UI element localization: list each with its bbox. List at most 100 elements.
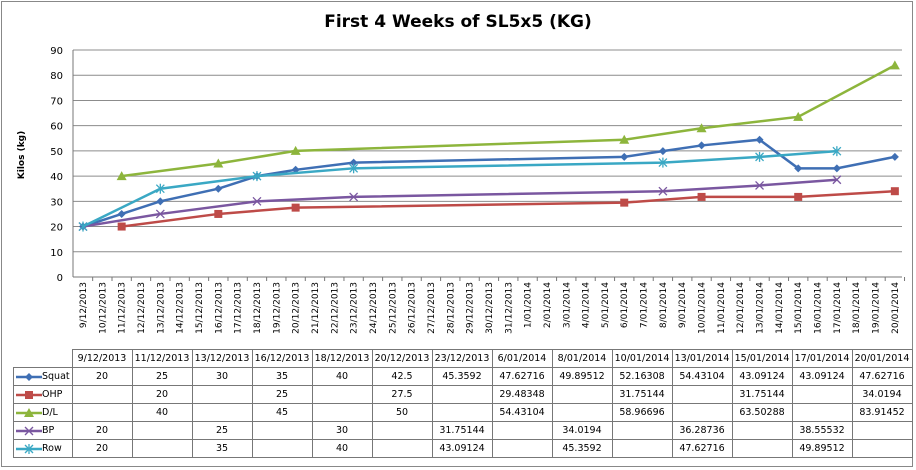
table-cell <box>431 385 493 404</box>
x-tick-label: 28/12/2013 <box>446 282 456 334</box>
table-row: D/L 40 45 50 54.43104 58.96696 63.50288 83.9145… <box>13 403 913 422</box>
plot-area: 0 10 20 30 40 50 60 70 80 90 9/12/2013 10/12/2013 11… <box>50 46 906 334</box>
table-cell: 49.89512 <box>791 439 853 458</box>
table-cell <box>791 385 853 404</box>
table-header-date: 20/12/2013 <box>371 349 433 368</box>
x-marker <box>24 426 34 435</box>
table-cell: 30 <box>311 421 373 440</box>
x-tick-label: 9/12/2013 <box>79 282 89 328</box>
table-cell: 27.5 <box>371 385 433 404</box>
star-marker <box>252 171 262 182</box>
legend-label: Squat <box>42 371 70 382</box>
table-cell: 50 <box>371 403 433 422</box>
table-cell: 31.75144 <box>431 421 493 440</box>
table-cell <box>191 403 253 422</box>
legend-entry: BP <box>13 421 73 440</box>
table-corner <box>14 350 73 368</box>
x-tick-label: 19/01/2014 <box>872 282 882 334</box>
table-cell <box>251 421 313 440</box>
diamond-marker <box>156 197 165 206</box>
diamond-marker <box>349 158 358 167</box>
x-tick-label: 20/12/2013 <box>292 282 302 334</box>
table-cell: 83.91452 <box>851 403 913 422</box>
table-cell <box>671 403 733 422</box>
x-tick-label: 1/01/2014 <box>524 282 534 328</box>
legend-entry: Squat <box>13 367 73 386</box>
y-tick-label: 20 <box>50 223 63 234</box>
star-marker <box>349 163 359 174</box>
legend-swatch-icon <box>16 407 42 417</box>
x-tick-label: 6/01/2014 <box>620 282 630 328</box>
marker-stroke <box>155 209 165 219</box>
x-tick-label: 13/12/2013 <box>156 282 166 334</box>
legend-entry: OHP <box>13 385 73 404</box>
triangle-marker <box>213 158 224 168</box>
table-cell: 40 <box>131 403 193 422</box>
table-cell: 25 <box>251 385 313 404</box>
x-tick-label: 14/01/2014 <box>775 282 785 334</box>
table-cell: 45 <box>251 403 313 422</box>
x-tick-label: 18/01/2014 <box>852 282 862 334</box>
table-cell: 42.5 <box>371 367 433 386</box>
table-cell: 47.62716 <box>851 367 913 386</box>
y-tick-label: 30 <box>50 197 63 208</box>
table-cell: 25 <box>191 421 253 440</box>
series-line <box>82 149 837 228</box>
x-tick-label: 29/12/2013 <box>466 282 476 334</box>
table-cell <box>851 439 913 458</box>
series-dl <box>116 60 900 181</box>
series-row <box>78 146 842 232</box>
table-cell: 29.48348 <box>491 385 553 404</box>
x-tick-label: 15/01/2014 <box>794 282 804 334</box>
table-row: OHP 20 25 27.5 29.48348 31.75144 31.75144 34.01… <box>13 385 913 404</box>
triangle-marker <box>889 60 900 70</box>
table-cell <box>611 421 673 440</box>
x-tick-label: 19/12/2013 <box>272 282 282 334</box>
star-marker <box>658 157 668 168</box>
x-tick-label: 10/01/2014 <box>698 282 708 334</box>
series-squat <box>79 135 899 231</box>
square-marker <box>890 187 899 196</box>
table-header-date: 11/12/2013 <box>131 349 193 368</box>
marker-stroke <box>832 175 842 185</box>
marker-stroke <box>755 181 765 190</box>
table-cell: 30 <box>191 367 253 386</box>
table-cell <box>131 421 193 440</box>
legend-label: BP <box>42 425 55 436</box>
legend-entry: D/L <box>13 403 73 422</box>
table-cell <box>311 403 373 422</box>
x-tick-label: 11/01/2014 <box>717 282 727 334</box>
table-header-date: 6/01/2014 <box>491 349 553 368</box>
table-cell: 25 <box>131 367 193 386</box>
x-tick-label: 27/12/2013 <box>427 282 437 334</box>
x-tick-label: 31/12/2013 <box>504 282 514 334</box>
table-cell <box>731 439 793 458</box>
x-tick-label: 16/01/2014 <box>814 282 824 334</box>
legend-entry: Row <box>13 439 73 458</box>
table-header-date: 10/01/2014 <box>611 349 673 368</box>
diamond-marker <box>755 135 764 144</box>
table-cell <box>71 403 133 422</box>
table-cell <box>491 421 553 440</box>
x-tick-label: 14/12/2013 <box>176 282 186 334</box>
series-line <box>121 189 895 228</box>
table-cell: 20 <box>71 367 133 386</box>
table-cell: 63.50288 <box>731 403 793 422</box>
x-tick-label: 15/12/2013 <box>195 282 205 334</box>
triangle-marker <box>24 407 34 417</box>
x-tick-label: 2/01/2014 <box>543 282 553 328</box>
x-marker <box>155 209 165 219</box>
marker-stroke <box>252 196 262 206</box>
y-tick-label: 90 <box>50 46 63 57</box>
table-cell <box>551 385 613 404</box>
table-cell <box>611 439 673 458</box>
legend-label: Row <box>42 443 62 454</box>
star-marker <box>78 221 88 232</box>
table-header-date: 23/12/2013 <box>431 349 493 368</box>
x-tick-label: 12/01/2014 <box>736 282 746 334</box>
table-cell: 43.09124 <box>431 439 493 458</box>
x-tick-label: 26/12/2013 <box>408 282 418 334</box>
table-cell: 38.55532 <box>791 421 853 440</box>
star-marker <box>24 443 34 454</box>
